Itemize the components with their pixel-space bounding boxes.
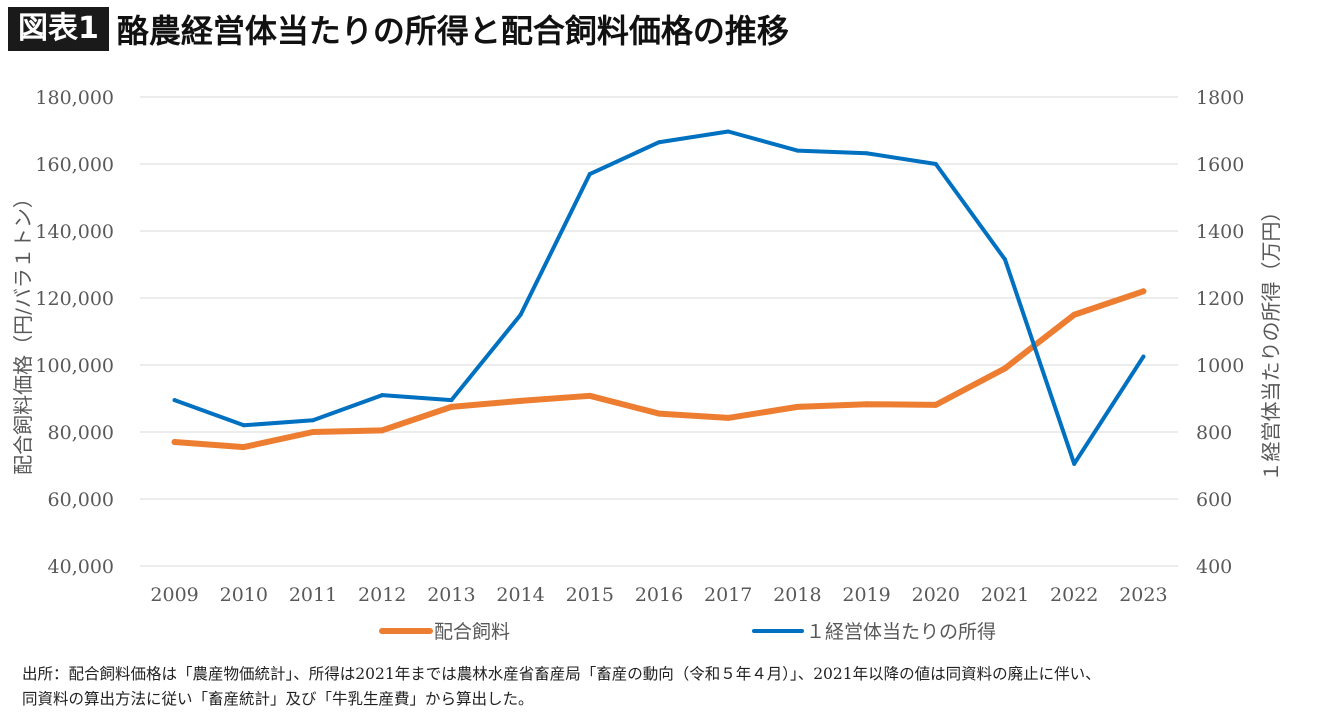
data-point	[241, 423, 246, 428]
y-left-tick-label: 120,000	[35, 288, 114, 310]
series-line-1	[171, 288, 1147, 451]
data-point	[1072, 461, 1077, 466]
y-left-tick-label: 160,000	[35, 154, 114, 176]
data-point	[311, 418, 315, 423]
y-left-tick-label: 60,000	[48, 489, 114, 511]
y-right-tick-label: 1000	[1196, 355, 1244, 377]
data-point	[1003, 257, 1007, 262]
data-point	[172, 398, 177, 403]
x-tick-label: 2020	[912, 584, 960, 606]
data-point	[725, 414, 732, 421]
x-tick-label: 2023	[1119, 584, 1167, 606]
data-point	[657, 140, 661, 145]
data-point	[587, 172, 592, 177]
y-right-tick-label: 600	[1196, 489, 1232, 511]
y-right-tick-label: 400	[1196, 556, 1232, 578]
x-tick-label: 2022	[1050, 584, 1098, 606]
figure-badge: 図表1	[8, 7, 109, 51]
x-tick-label: 2021	[981, 584, 1029, 606]
data-point	[656, 410, 662, 417]
x-tick-label: 2014	[496, 584, 544, 606]
data-point	[933, 162, 938, 166]
y-left-tick-label: 40,000	[48, 556, 114, 578]
y-left-axis-title: 配合飼料価格（円/バラ１トン）	[11, 188, 35, 475]
x-tick-label: 2016	[635, 584, 683, 606]
title-row: 図表1 酪農経営体当たりの所得と配合飼料価格の推移	[8, 6, 789, 52]
x-tick-label: 2018	[773, 584, 821, 606]
y-left-tick-label: 100,000	[35, 355, 114, 377]
y-right-tick-label: 1600	[1196, 154, 1244, 176]
data-point	[518, 312, 523, 317]
footnote-line-2: 同資料の算出方法に従い「畜産統計」及び「牛乳生産費」から算出した。	[22, 690, 534, 708]
data-point	[795, 148, 800, 153]
data-point	[863, 401, 870, 408]
legend-label-2: １経営体当たりの所得	[806, 621, 996, 643]
x-tick-label: 2009	[150, 584, 198, 606]
data-point	[448, 403, 455, 410]
x-tick-label: 2019	[842, 584, 890, 606]
data-point	[1141, 354, 1146, 359]
y-left-tick-label: 140,000	[35, 221, 114, 243]
x-tick-label: 2015	[566, 584, 614, 606]
x-tick-label: 2012	[358, 584, 406, 606]
data-point	[517, 397, 524, 404]
data-point	[864, 151, 869, 156]
y-left-tick-label: 80,000	[48, 422, 114, 444]
footnote-line-1: 出所：配合飼料価格は「農産物価統計」、所得は2021年までは農林水産省畜産局「畜…	[22, 665, 1101, 683]
data-point	[449, 398, 454, 403]
source-footnote: 出所：配合飼料価格は「農産物価統計」、所得は2021年までは農林水産省畜産局「畜…	[22, 662, 1332, 712]
data-point	[1002, 365, 1008, 372]
data-point	[379, 427, 386, 434]
data-point	[794, 403, 801, 410]
data-point	[171, 439, 178, 446]
x-tick-label: 2017	[704, 584, 752, 606]
y-left-tick-label: 180,000	[35, 87, 114, 109]
y-right-axis-title: １経営体当たりの所得（万円）	[1259, 202, 1283, 482]
data-point	[932, 401, 939, 408]
chart-title: 酪農経営体当たりの所得と配合飼料価格の推移	[116, 12, 789, 50]
x-tick-label: 2013	[427, 584, 475, 606]
x-tick-label: 2011	[289, 584, 337, 606]
data-point	[1140, 288, 1147, 295]
data-point	[380, 393, 385, 398]
y-right-tick-label: 800	[1196, 422, 1232, 444]
x-tick-label: 2010	[220, 584, 268, 606]
y-right-tick-label: 1200	[1196, 288, 1244, 310]
line-chart: 40,000 60,000 80,000 100,000 120,000 140,000 1…	[11, 87, 1283, 643]
data-point	[1071, 311, 1078, 318]
data-point	[310, 429, 316, 435]
data-point	[726, 129, 731, 134]
data-point	[586, 392, 593, 399]
y-right-tick-label: 1400	[1196, 221, 1244, 243]
y-right-tick-label: 1800	[1196, 87, 1244, 109]
data-point	[240, 444, 247, 451]
legend-label-1: 配合飼料	[434, 621, 510, 643]
